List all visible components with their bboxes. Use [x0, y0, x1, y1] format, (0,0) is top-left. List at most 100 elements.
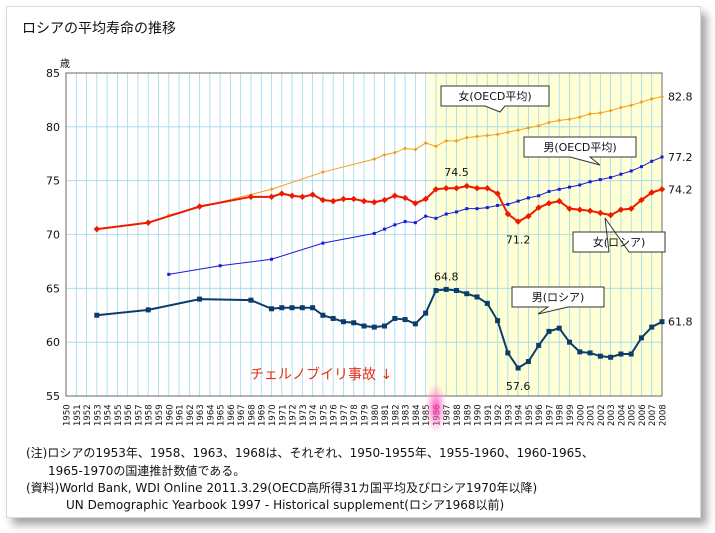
data-point — [649, 96, 654, 101]
callout-bubble — [523, 136, 637, 166]
x-tick-label: 1976 — [330, 404, 340, 426]
x-tick-label: 1994 — [515, 404, 525, 426]
data-point — [618, 105, 623, 110]
data-point — [485, 133, 490, 138]
x-tick-label: 1975 — [319, 404, 329, 426]
data-point — [403, 220, 407, 224]
x-tick-label: 1998 — [556, 404, 566, 426]
data-point — [247, 193, 255, 201]
data-point — [577, 115, 582, 120]
data-point — [546, 328, 552, 334]
data-point — [382, 323, 388, 329]
x-tick-label: 2005 — [628, 404, 638, 426]
data-point — [299, 193, 306, 201]
data-point — [649, 324, 655, 330]
x-tick-label: 1989 — [463, 404, 473, 426]
data-point — [629, 103, 634, 108]
x-tick-label: 1953 — [93, 404, 103, 426]
data-point — [617, 206, 625, 213]
x-tick-label: 2007 — [648, 404, 658, 426]
data-point — [329, 197, 337, 205]
end-value-label: 82.8 — [668, 91, 693, 104]
x-tick-label: 1987 — [443, 404, 453, 426]
x-tick-label: 1999 — [566, 404, 576, 426]
x-tick-label: 1990 — [474, 404, 484, 426]
data-point — [597, 209, 604, 217]
data-point — [546, 120, 551, 125]
data-point — [432, 186, 440, 193]
y-tick-label: 80 — [46, 121, 60, 134]
x-tick-label: 2001 — [587, 404, 597, 426]
x-tick-label: 1965 — [217, 404, 227, 426]
x-tick-label: 1983 — [402, 404, 412, 426]
data-point — [453, 185, 460, 192]
data-point — [598, 110, 603, 115]
y-tick-label: 85 — [46, 67, 60, 80]
data-point — [567, 339, 573, 345]
x-tick-label: 1995 — [525, 404, 535, 426]
x-tick-label: 1988 — [453, 404, 463, 426]
data-point — [535, 204, 542, 211]
data-point — [464, 291, 470, 297]
data-point — [372, 157, 377, 162]
y-tick-label: 65 — [46, 282, 60, 295]
x-tick-label: 1967 — [237, 404, 247, 426]
data-point — [495, 318, 501, 324]
data-point — [627, 205, 635, 212]
note-line-3: (資料)World Bank, WDI Online 2011.3.29(OEC… — [26, 481, 538, 495]
data-point — [515, 365, 521, 371]
data-point — [608, 108, 613, 113]
data-point — [453, 287, 459, 293]
y-tick-label: 75 — [46, 175, 60, 188]
data-point — [413, 147, 418, 152]
data-point — [526, 196, 530, 200]
data-point — [167, 272, 171, 276]
data-point — [597, 353, 603, 359]
data-point — [443, 185, 450, 192]
data-point — [494, 190, 501, 197]
x-tick-label: 1952 — [83, 404, 93, 426]
series-line — [168, 96, 663, 216]
x-tick-label: 1991 — [484, 404, 494, 426]
data-point — [340, 195, 347, 203]
data-point — [576, 206, 583, 213]
data-point — [639, 165, 643, 169]
data-point — [393, 223, 397, 227]
data-point — [310, 305, 316, 311]
x-tick-label: 1978 — [350, 404, 360, 426]
data-point — [609, 175, 613, 179]
data-point — [598, 178, 602, 182]
data-point — [504, 210, 512, 218]
data-point — [444, 212, 448, 216]
data-point — [145, 219, 152, 226]
data-point — [401, 194, 409, 202]
data-point — [454, 138, 459, 143]
data-point — [536, 342, 542, 348]
data-point — [484, 300, 490, 306]
data-point — [588, 180, 592, 184]
data-point — [658, 186, 666, 193]
data-point — [433, 287, 439, 293]
x-tick-label: 1996 — [535, 404, 545, 426]
x-tick-label: 1969 — [258, 404, 268, 426]
data-point — [372, 231, 376, 235]
data-point — [567, 117, 572, 122]
series-label: 男(OECD平均) — [543, 141, 616, 154]
x-tick-label: 1968 — [247, 404, 257, 426]
data-point — [577, 349, 583, 355]
data-point — [587, 350, 593, 356]
x-tick-label: 1954 — [104, 404, 114, 426]
data-point — [433, 144, 438, 149]
data-point — [474, 294, 480, 300]
end-value-label: 77.2 — [668, 151, 693, 164]
data-point — [288, 192, 296, 199]
data-point — [465, 207, 469, 211]
data-point — [299, 305, 305, 311]
series-label: 女(OECD平均) — [458, 89, 531, 103]
data-point — [566, 205, 573, 212]
note-line-4: UN Demographic Yearbook 1997 - Historica… — [66, 498, 505, 512]
data-point — [545, 200, 553, 207]
x-tick-label: 1980 — [371, 404, 381, 426]
data-point — [391, 192, 399, 199]
data-point — [402, 317, 408, 323]
